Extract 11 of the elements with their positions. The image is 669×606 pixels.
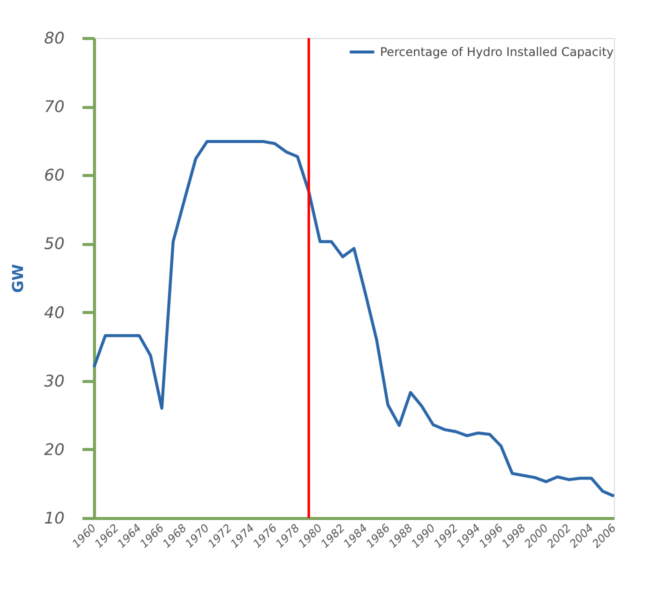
- y-tick-label: 80: [44, 28, 64, 48]
- y-tick-label: 40: [44, 302, 64, 322]
- line-series: [92, 140, 616, 498]
- y-tick-label: 10: [44, 508, 64, 528]
- y-tick-label: 70: [44, 97, 64, 116]
- y-tick-label: 50: [44, 234, 64, 254]
- y-axis-title: GW: [9, 264, 28, 293]
- legend-label: Percentage of Hydro Installed Capacity: [380, 45, 614, 59]
- y-tick-label: 60: [44, 166, 64, 185]
- y-tick-label: 30: [44, 371, 64, 390]
- y-tick-label: 20: [44, 440, 64, 459]
